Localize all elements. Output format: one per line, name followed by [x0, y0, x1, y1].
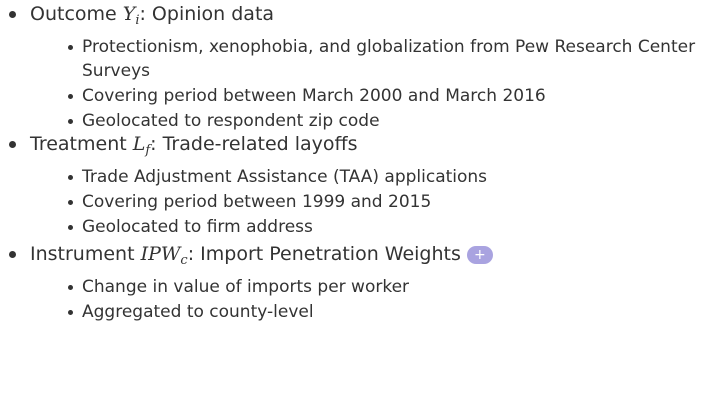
subitem: Covering period between March 2000 and M… — [68, 84, 704, 108]
heading-text: : Import Penetration Weights — [187, 243, 461, 265]
expand-button[interactable]: + — [466, 246, 493, 264]
item-heading: Treatment Lf: Trade-related layoffs — [0, 131, 709, 164]
subitem: Protectionism, xenophobia, and globaliza… — [68, 35, 704, 83]
subitem: Covering period between 1999 and 2015 — [68, 190, 704, 214]
subscript: c — [180, 253, 188, 268]
subitem: Geolocated to respondent zip code — [68, 109, 704, 133]
item: Instrument IPWc: Import Penetration Weig… — [0, 241, 709, 324]
subscript: i — [135, 13, 140, 28]
item: Treatment Lf: Trade-related layoffs Trad… — [0, 131, 709, 239]
variable: IPW — [140, 243, 181, 265]
subitem: Change in value of imports per worker — [68, 275, 704, 299]
lead: Treatment — [30, 133, 127, 155]
lead: Outcome — [30, 3, 117, 25]
subitem: Geolocated to firm address — [68, 215, 704, 239]
variable: Y — [122, 3, 136, 25]
subitem: Trade Adjustment Assistance (TAA) applic… — [68, 165, 704, 189]
subscript: f — [145, 143, 151, 158]
subitem: Aggregated to county-level — [68, 300, 704, 324]
item-heading: Instrument IPWc: Import Penetration Weig… — [0, 241, 709, 274]
heading-text: : Opinion data — [139, 3, 275, 25]
heading-text: : Trade-related layoffs — [150, 133, 358, 155]
lead: Instrument — [30, 243, 135, 265]
item-heading: Outcome Yi: Opinion data — [0, 1, 709, 34]
item: Outcome Yi: Opinion data Protectionism, … — [0, 1, 709, 133]
variable: L — [132, 133, 146, 155]
